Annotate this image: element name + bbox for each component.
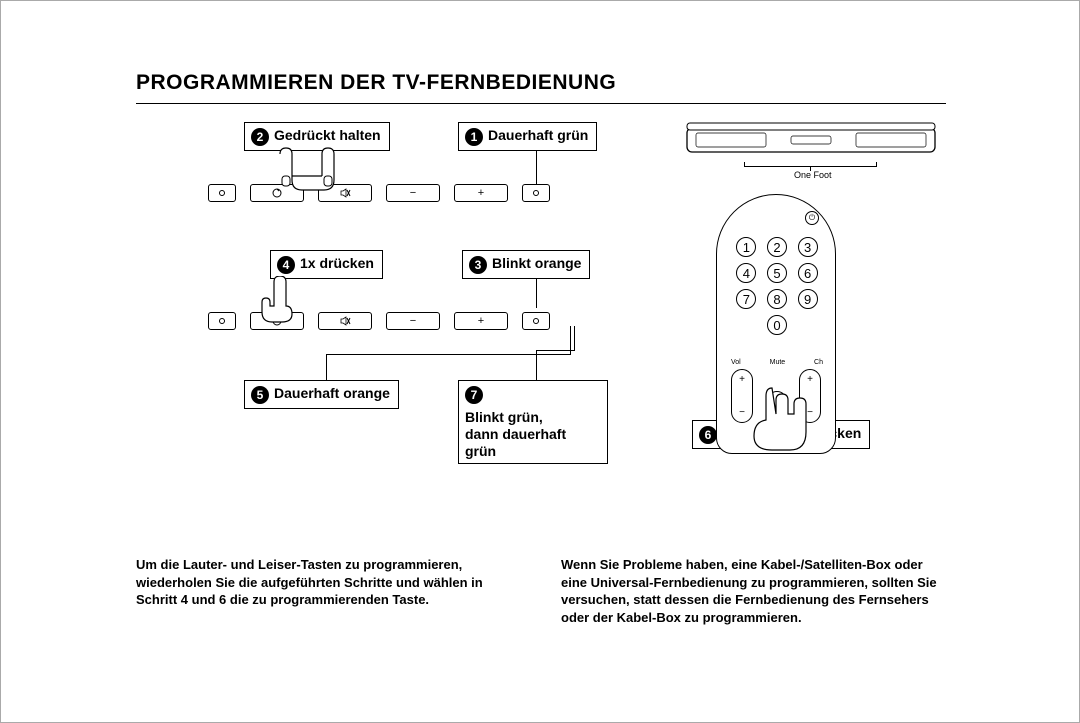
step-3-text: Blinkt orange bbox=[492, 255, 581, 272]
hand-thumb-remote bbox=[744, 384, 814, 459]
bar-btn-plus: + bbox=[454, 184, 508, 202]
paragraph-left: Um die Lauter- und Leiser-Tasten zu prog… bbox=[136, 556, 521, 626]
step-4-label: 4 1x drücken bbox=[270, 250, 383, 279]
step-5-text: Dauerhaft orange bbox=[274, 385, 390, 402]
paragraph-right: Wenn Sie Probleme haben, eine Kabel-/Sat… bbox=[561, 556, 946, 626]
vol-label: Vol bbox=[731, 359, 741, 366]
step-2-number: 2 bbox=[251, 128, 269, 146]
bar-btn bbox=[208, 184, 236, 202]
step-4-text: 1x drücken bbox=[300, 255, 374, 272]
step-3-label: 3 Blinkt orange bbox=[462, 250, 590, 279]
step-7-number: 7 bbox=[465, 386, 483, 404]
step-1-label: 1 Dauerhaft grün bbox=[458, 122, 597, 151]
digit-2: 2 bbox=[767, 237, 787, 257]
step-1-number: 1 bbox=[465, 128, 483, 146]
page-title: PROGRAMMIEREN DER TV-FERNBEDIENUNG bbox=[136, 71, 946, 95]
mute-label-top: Mute bbox=[770, 359, 786, 366]
step-6-number: 6 bbox=[699, 426, 717, 444]
remote-keypad: 1 2 3 4 5 6 7 8 9 0 bbox=[735, 237, 819, 335]
digit-3: 3 bbox=[798, 237, 818, 257]
step-5-label: 5 Dauerhaft orange bbox=[244, 380, 399, 409]
step-5-number: 5 bbox=[251, 386, 269, 404]
digit-7: 7 bbox=[736, 289, 756, 309]
digit-1: 1 bbox=[736, 237, 756, 257]
digit-6: 6 bbox=[798, 263, 818, 283]
digit-0: 0 bbox=[767, 315, 787, 335]
digit-8: 8 bbox=[767, 289, 787, 309]
bar-btn-led bbox=[522, 184, 550, 202]
step-7-text: Blinkt grün, dann dauerhaft grün bbox=[465, 409, 580, 459]
digit-5: 5 bbox=[767, 263, 787, 283]
step-7-label: 7 Blinkt grün, dann dauerhaft grün bbox=[458, 380, 608, 464]
instruction-diagram: 2 Gedrückt halten 1 Dauerhaft grün 4 1x … bbox=[136, 104, 946, 474]
bar-btn-plus: + bbox=[454, 312, 508, 330]
bar-btn-mute bbox=[318, 312, 372, 330]
bar-btn bbox=[208, 312, 236, 330]
step-2-text: Gedrückt halten bbox=[274, 127, 381, 144]
soundbar-device bbox=[686, 122, 936, 158]
digit-9: 9 bbox=[798, 289, 818, 309]
hand-press-one bbox=[254, 276, 304, 329]
body-text: Um die Lauter- und Leiser-Tasten zu prog… bbox=[136, 556, 946, 626]
step-3-number: 3 bbox=[469, 256, 487, 274]
bar-btn-minus: − bbox=[386, 312, 440, 330]
button-row-1: − + bbox=[208, 184, 550, 202]
one-foot-label: One Foot bbox=[794, 170, 832, 180]
ch-label: Ch bbox=[814, 359, 823, 366]
bar-btn-led bbox=[522, 312, 550, 330]
hand-press-two bbox=[268, 146, 348, 201]
power-icon: ⏻ bbox=[805, 211, 819, 225]
bar-btn-minus: − bbox=[386, 184, 440, 202]
digit-4: 4 bbox=[736, 263, 756, 283]
step-1-text: Dauerhaft grün bbox=[488, 127, 588, 144]
step-4-number: 4 bbox=[277, 256, 295, 274]
